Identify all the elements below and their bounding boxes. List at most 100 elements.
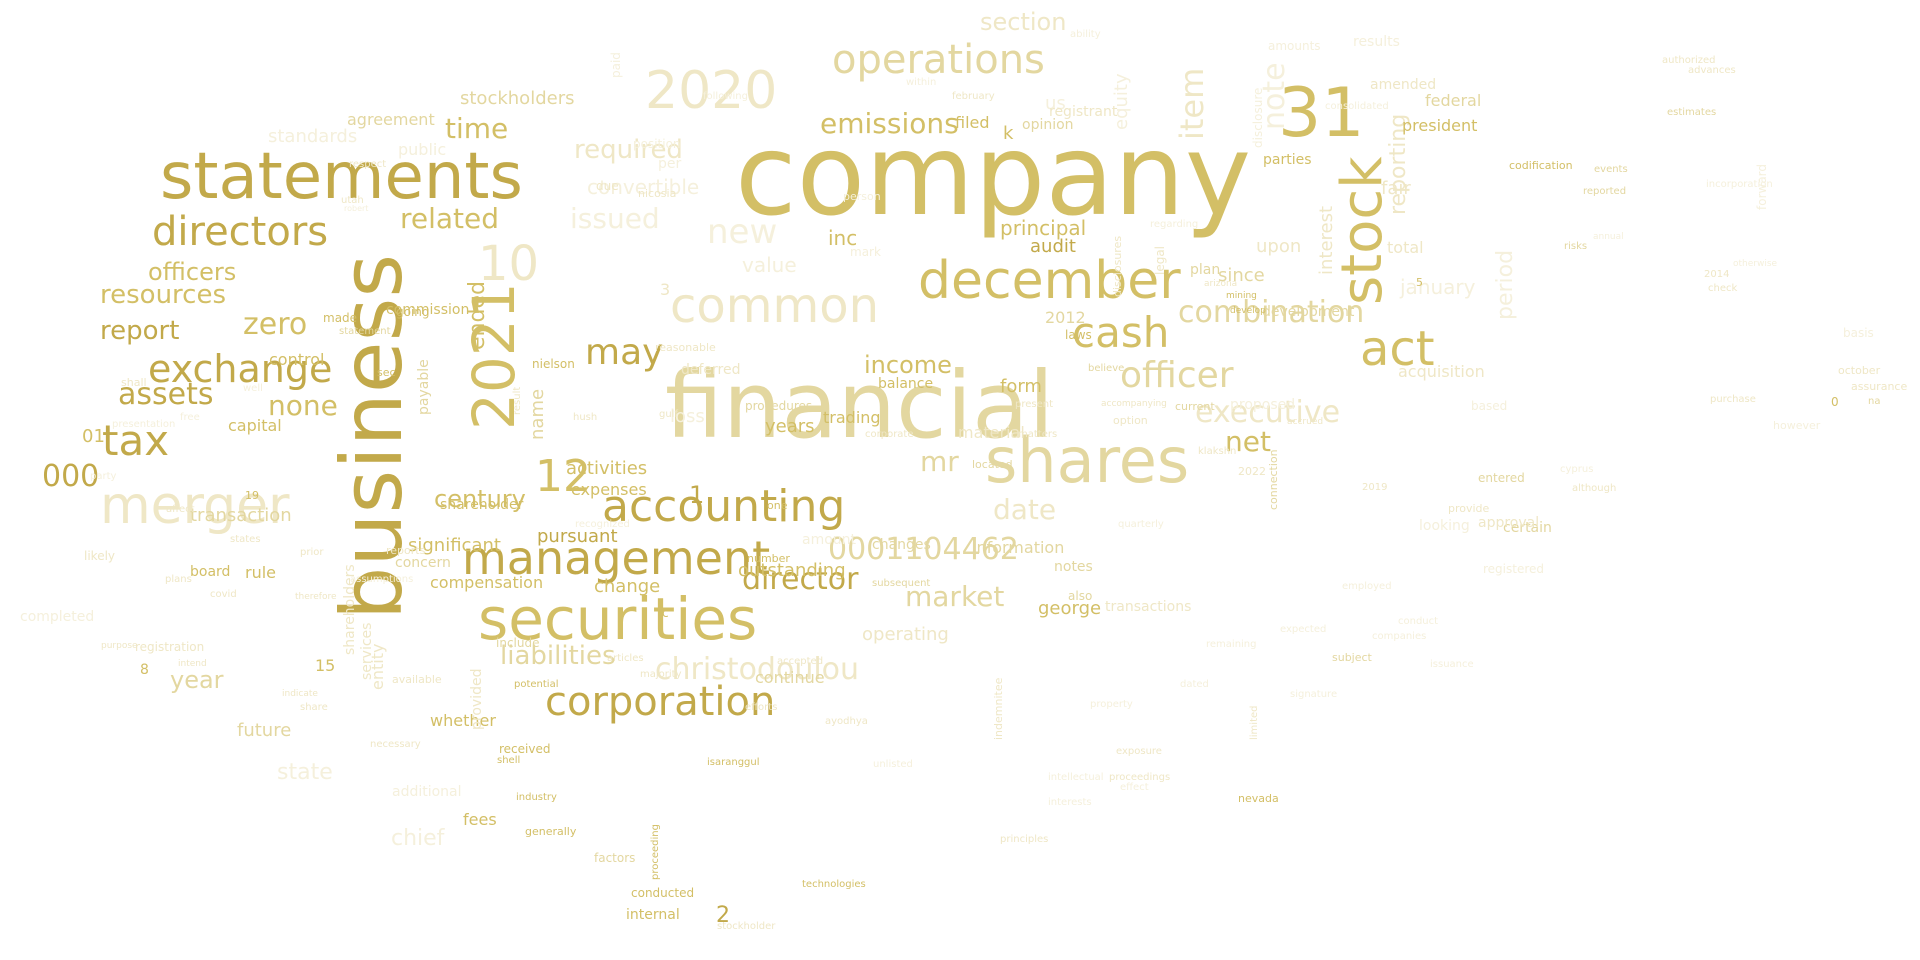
word-issued: issued	[570, 202, 660, 235]
word-31: 31	[1278, 74, 1365, 153]
word-states: states	[230, 534, 261, 545]
word-following: following	[703, 91, 748, 102]
word-within: within	[906, 77, 937, 88]
word-name: name	[527, 388, 548, 440]
word-unlisted: unlisted	[873, 759, 913, 770]
word-remaining: remaining	[1206, 639, 1257, 650]
word-ayodhya: ayodhya	[825, 716, 868, 727]
word-amounts: amounts	[1268, 39, 1321, 53]
word-combination: combination	[1178, 295, 1365, 330]
word-accompanying: accompanying	[1101, 399, 1167, 409]
word-issuance: issuance	[1430, 659, 1474, 670]
word-19: 19	[245, 489, 259, 502]
word-corporation: corporation	[545, 679, 776, 725]
word-us: us	[1045, 93, 1066, 114]
word-covid: covid	[210, 589, 237, 600]
word-time: time	[445, 112, 509, 145]
word-dated: dated	[1180, 679, 1209, 690]
word-industry: industry	[516, 792, 557, 803]
word-ability: ability	[1070, 29, 1101, 40]
word-property: property	[1090, 699, 1133, 710]
word-conducted: conducted	[631, 886, 695, 900]
word-intend: intend	[178, 659, 207, 669]
word-merger: merger	[100, 476, 290, 536]
word-development: development	[1262, 304, 1355, 320]
word-estimates: estimates	[1667, 107, 1717, 118]
word-received: received	[499, 742, 551, 756]
word-although: although	[1572, 483, 1617, 494]
word-share: share	[300, 702, 328, 713]
word-presentation: presentation	[112, 419, 176, 430]
word-limited: limited	[1249, 705, 1260, 741]
word-proposed: proposed	[1230, 397, 1296, 413]
word-however: however	[1773, 419, 1821, 432]
word-efforts: efforts	[745, 702, 778, 713]
word-concern: concern	[395, 555, 451, 571]
word-officer: officer	[1120, 355, 1234, 396]
word-public: public	[398, 140, 447, 159]
word-whether: whether	[430, 711, 496, 730]
word-act: act	[1360, 321, 1435, 377]
word-10: 10	[478, 236, 540, 292]
word-nevada: nevada	[1238, 792, 1279, 805]
word-entered: entered	[1478, 471, 1525, 485]
word-purchase: purchase	[1710, 394, 1756, 405]
word-paid: paid	[609, 52, 623, 78]
word-may: may	[585, 332, 664, 373]
word-indemnitee: indemnitee	[992, 677, 1005, 740]
word-proceeding: proceeding	[650, 824, 661, 880]
word-completed: completed	[20, 609, 95, 625]
word-financial: financial	[665, 352, 1055, 459]
word-2019: 2019	[1362, 482, 1388, 493]
word-well: well	[243, 383, 263, 394]
word-transactions: transactions	[1105, 599, 1192, 615]
word-effect: effect	[1120, 782, 1149, 793]
word-management: management	[462, 531, 771, 585]
word-company: company	[735, 111, 1252, 241]
word-registration: registration	[135, 640, 205, 654]
word-loss: loss	[670, 406, 705, 427]
word-develop: develop	[1230, 306, 1266, 316]
word-new: new	[707, 212, 778, 252]
word-ended: ended	[465, 281, 490, 350]
word-none: none	[268, 389, 338, 422]
word-authorized: authorized	[1662, 55, 1716, 66]
word-shell: shell	[497, 755, 521, 766]
word-required: required	[574, 135, 683, 165]
word-articles: articles	[607, 653, 644, 664]
word-2014: 2014	[1704, 269, 1730, 280]
word-standards: standards	[268, 126, 358, 147]
word-principal: principal	[1000, 216, 1087, 240]
word-common: common	[670, 278, 880, 334]
word-fair: fair	[1381, 178, 1411, 199]
word-form: form	[1000, 376, 1042, 397]
word-principles: principles	[1000, 834, 1049, 845]
word-laws: laws	[1065, 328, 1092, 342]
word-mining: mining	[1226, 291, 1257, 301]
word-events: events	[1594, 164, 1628, 175]
word-george: george	[1038, 598, 1102, 619]
word-check: check	[1708, 283, 1738, 294]
word-state: state	[277, 760, 333, 785]
word-commission: commission	[386, 302, 470, 318]
word-arizona: arizona	[1204, 279, 1238, 289]
word-isaranggul: isaranggul	[707, 757, 760, 768]
word-federal: federal	[1425, 91, 1482, 110]
word-interest: interest	[1316, 205, 1337, 275]
word-mark: mark	[850, 245, 881, 259]
word-affect: affect	[166, 504, 195, 515]
word-per: per	[658, 156, 682, 172]
word-information: information	[972, 538, 1065, 557]
word-accounting: accounting	[602, 481, 846, 532]
word-certain: certain	[1503, 520, 1552, 536]
word-operating: operating	[862, 624, 949, 645]
word-1: 1	[689, 481, 705, 509]
word-securities: securities	[478, 585, 758, 653]
word-emissions: emissions	[820, 107, 959, 140]
word-present: present	[1015, 399, 1054, 410]
word-registered: registered	[1483, 562, 1545, 576]
word-expected: expected	[1280, 624, 1327, 635]
word-annual: annual	[1593, 232, 1624, 242]
word-plan: plan	[1190, 262, 1221, 278]
word-audit: audit	[1030, 236, 1076, 257]
